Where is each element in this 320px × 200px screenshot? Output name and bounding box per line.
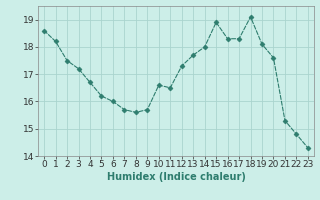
X-axis label: Humidex (Indice chaleur): Humidex (Indice chaleur) (107, 172, 245, 182)
